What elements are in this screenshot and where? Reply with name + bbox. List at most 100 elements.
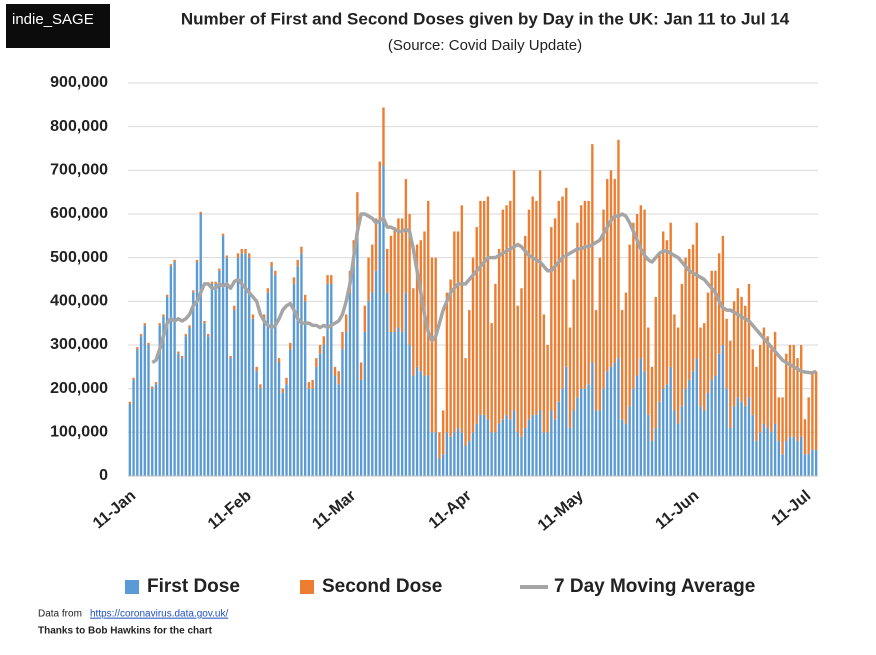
bar	[501, 209, 505, 420]
bar	[647, 414, 650, 476]
bar	[259, 384, 262, 389]
bar	[550, 227, 553, 411]
bar	[542, 314, 546, 433]
y-tick-label: 0	[99, 467, 108, 484]
bar	[356, 192, 359, 232]
bar	[471, 257, 475, 433]
bar	[635, 214, 639, 376]
bar	[583, 200, 587, 389]
bar	[281, 393, 284, 476]
bar	[415, 244, 419, 367]
bar	[486, 419, 490, 476]
y-tick-label: 500,000	[50, 249, 108, 266]
bar	[613, 362, 616, 476]
bar	[557, 401, 560, 476]
bar	[647, 327, 650, 415]
bar	[367, 301, 370, 476]
bar	[468, 441, 471, 476]
bar	[807, 397, 810, 455]
bar	[531, 414, 534, 476]
bar	[315, 358, 318, 367]
bar	[654, 427, 657, 476]
bar	[725, 318, 728, 389]
legend-label: First Dose	[147, 576, 240, 597]
bar	[188, 325, 191, 328]
bar	[270, 262, 273, 267]
bar	[550, 410, 553, 476]
bar	[143, 323, 146, 326]
bar	[744, 305, 747, 407]
bar	[307, 382, 311, 389]
bar	[546, 432, 549, 476]
bar	[333, 375, 337, 476]
bar	[251, 314, 255, 319]
bar	[169, 266, 173, 476]
bar	[233, 305, 236, 311]
bar	[673, 410, 676, 476]
bar	[233, 310, 236, 476]
bar	[162, 314, 165, 317]
bar	[673, 314, 676, 411]
bar	[494, 283, 497, 433]
bar	[732, 406, 736, 476]
bar	[147, 345, 150, 476]
bar	[210, 281, 214, 284]
bar	[684, 257, 687, 389]
bar	[330, 283, 333, 476]
bar	[441, 454, 445, 476]
bar	[203, 323, 206, 476]
bar	[568, 427, 572, 476]
bar	[524, 235, 527, 428]
bar	[568, 327, 572, 428]
bar	[188, 327, 191, 476]
bar	[662, 231, 665, 389]
chart-title: Number of First and Second Doses given b…	[181, 9, 790, 28]
source-url[interactable]: https://coronavirus.data.gov.uk/	[90, 609, 228, 620]
bar	[557, 200, 560, 402]
bar	[714, 270, 717, 376]
bar	[609, 170, 613, 367]
bar	[441, 410, 445, 455]
y-tick-label: 400,000	[50, 293, 108, 310]
y-tick-label: 800,000	[50, 118, 108, 135]
bar	[565, 187, 568, 367]
bar	[195, 262, 199, 476]
bar	[400, 218, 404, 332]
bar	[356, 231, 359, 476]
bar	[710, 270, 713, 380]
bar	[158, 325, 161, 476]
bar	[229, 355, 232, 359]
bar	[158, 323, 161, 326]
bar	[714, 375, 717, 476]
bar	[449, 436, 452, 476]
bar	[598, 410, 602, 476]
bar	[165, 296, 169, 476]
bar	[628, 244, 631, 407]
bar	[602, 209, 605, 389]
bar	[445, 432, 449, 476]
bar	[348, 292, 352, 476]
bar	[225, 257, 229, 476]
bar	[579, 205, 583, 389]
bar	[248, 253, 251, 258]
bar	[803, 419, 807, 455]
bar	[635, 375, 639, 476]
bar	[397, 327, 400, 476]
y-tick-label: 600,000	[50, 205, 108, 222]
bar	[315, 366, 318, 476]
bar	[274, 270, 277, 276]
bar	[371, 292, 374, 476]
bar	[453, 231, 456, 433]
bar	[322, 336, 326, 345]
logo: indie_SAGE	[12, 11, 94, 28]
bar	[758, 432, 762, 476]
bar	[199, 214, 202, 476]
bar	[460, 205, 464, 433]
bar	[363, 305, 367, 332]
bar	[303, 294, 307, 302]
bar	[184, 336, 188, 476]
bar	[296, 266, 299, 476]
bar	[143, 325, 146, 476]
bar	[602, 388, 605, 476]
bar	[609, 366, 613, 476]
